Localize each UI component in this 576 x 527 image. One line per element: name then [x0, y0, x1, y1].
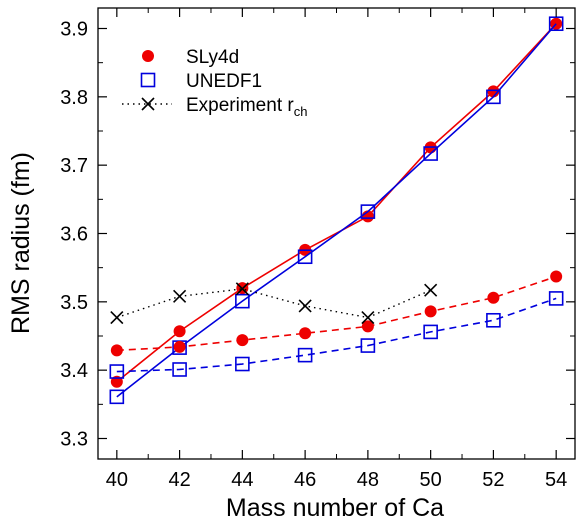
series-4-point-1: [173, 289, 187, 303]
series-1-point-2: [235, 293, 250, 309]
y-axis-label: RMS radius (fm): [7, 152, 35, 334]
series-2: [110, 270, 563, 357]
legend-label: SLy4d: [186, 47, 239, 68]
series-1-point-3: [297, 249, 313, 265]
x-tick-label: 54: [545, 469, 567, 491]
series-1-point-0: [109, 389, 125, 405]
x-tick-label: 40: [106, 469, 128, 491]
x-tick-label: 52: [482, 469, 504, 491]
y-tick-label: 3.3: [60, 429, 88, 451]
series-1-point-7: [548, 16, 564, 32]
series-0-point-1: [173, 325, 186, 338]
legend-label: Experiment rch: [186, 95, 307, 119]
cross-stroke: [141, 97, 155, 111]
x-axis-label: Mass number of Ca: [226, 494, 444, 522]
y-tick-label: 3.6: [60, 224, 88, 246]
series-2-point-7: [550, 270, 563, 283]
series-4-point-2: [235, 282, 249, 296]
x-tick-label: 46: [294, 469, 316, 491]
y-tick-label: 3.9: [60, 19, 88, 41]
series-4-point-0: [110, 310, 124, 325]
legend-marker: [142, 50, 154, 62]
axes-layer: 40 42 44 46 48 50 52 54 3.3 3.4 3.5 3.6 3.7 3.8 3.9: [60, 7, 576, 491]
series-3-point-5: [423, 324, 438, 340]
cross-stroke: [173, 289, 187, 303]
legend-label-subscript: ch: [294, 104, 308, 119]
series-3-point-7: [548, 291, 564, 306]
legend-entry-0: SLy4d: [142, 47, 239, 68]
y-tick-label: 3.8: [60, 87, 88, 109]
series-0-line: [116, 23, 557, 383]
series-2-point-2: [236, 334, 249, 347]
x-tick-label: 44: [231, 469, 253, 491]
series-2-point-0: [110, 344, 123, 357]
series-2-point-5: [424, 305, 437, 318]
cross-stroke: [424, 283, 438, 297]
series-0: [110, 17, 563, 388]
series-4: [110, 282, 438, 325]
series-1: [109, 16, 564, 405]
x-tick-label: 50: [420, 469, 442, 491]
series-4-point-5: [424, 283, 438, 297]
series-2-point-3: [299, 327, 312, 340]
y-tick-label: 3.4: [60, 360, 88, 382]
series-4-point-3: [298, 299, 312, 313]
series-1-point-5: [423, 146, 438, 161]
legend: SLy4d UNEDF1 Experiment rch: [122, 47, 307, 119]
y-tick-label: 3.7: [60, 155, 88, 177]
series-1-line: [116, 23, 557, 398]
series-3-point-2: [235, 356, 250, 372]
series-3-point-6: [486, 312, 501, 328]
series-3-point-1: [172, 362, 187, 377]
series-3-point-0: [109, 364, 125, 379]
series-2-point-1: [173, 340, 186, 353]
series-3-line: [116, 297, 557, 373]
legend-entry-1: UNEDF1: [140, 71, 262, 92]
cross-stroke: [110, 310, 124, 325]
series-1-point-6: [486, 89, 501, 105]
series-3-point-3: [297, 347, 313, 363]
legend-marker: [141, 97, 155, 111]
series-1-point-4: [360, 204, 376, 219]
x-tick-label: 42: [168, 469, 190, 491]
series-4-line: [116, 288, 431, 319]
series-3: [109, 291, 564, 379]
y-tick-label: 3.5: [60, 292, 88, 314]
x-tick-label: 48: [357, 469, 379, 491]
cross-stroke: [235, 282, 249, 296]
series-2-line: [116, 275, 557, 352]
cross-stroke: [361, 310, 375, 325]
legend-marker: [140, 72, 156, 88]
cross-stroke: [298, 299, 312, 313]
series-2-point-4: [361, 320, 374, 333]
legend-entry-2: Experiment rch: [122, 95, 307, 119]
series-3-point-4: [360, 338, 376, 353]
series-layer: [109, 16, 564, 405]
series-2-point-6: [487, 291, 500, 304]
series-4-point-4: [361, 310, 375, 325]
legend-label: UNEDF1: [186, 71, 262, 92]
